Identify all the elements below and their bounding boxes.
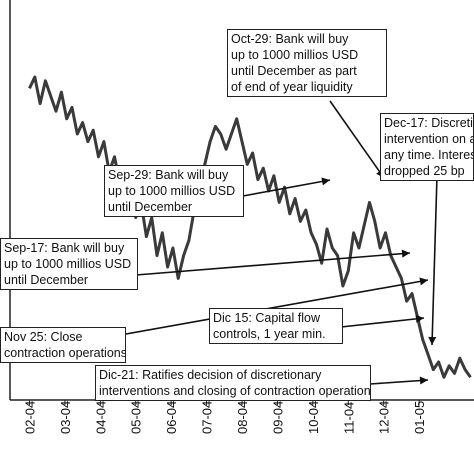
annotation-arrow-head [419, 277, 428, 286]
annotation-line: up to 1000 millios USD [108, 184, 236, 198]
annotation-line: until December as part [231, 64, 357, 78]
annotation-line: Dic-21: Ratifies decision of discretiona… [99, 368, 322, 382]
annotation-arrow-head [415, 314, 424, 323]
x-tick-label: 01-05 [412, 401, 427, 434]
x-tick-label: 10-04 [306, 401, 321, 434]
series-line-0 [28, 75, 472, 379]
annotation-oct29: Oct-29: Bank will buy up to 1000 millios … [227, 29, 387, 97]
annotation-line: any time. Interest rate [384, 148, 473, 162]
annotation-arrow-line [369, 379, 429, 385]
annotation-line: intervention on any [384, 132, 473, 146]
annotation-dic15: Dic 15: Capital flow controls, 1 year min… [209, 308, 343, 344]
x-tick-label: 09-04 [270, 401, 285, 434]
x-axis-ticks: 02-04 03-04 04-04 05-04 06-04 07-04 08-04 09-04… [22, 400, 427, 434]
annotation-arrow-line [125, 279, 429, 335]
annotation-line: contraction operations [4, 346, 126, 360]
annotation-line: up to 1000 millios USD [231, 48, 359, 62]
x-tick-label: 04-04 [93, 401, 108, 434]
annotation-line: of end of year liquidity [231, 80, 353, 94]
x-tick-label: 08-04 [235, 401, 250, 434]
annotation-arrow-head [428, 336, 437, 345]
x-tick-label: 05-04 [129, 401, 144, 434]
annotation-arrow-head [321, 177, 330, 186]
annotation-sep17: Sep-17: Bank will buy up to 1000 millios … [0, 238, 138, 290]
x-tick-label: 12-04 [377, 401, 392, 434]
annotation-line: Oct-29: Bank will buy [231, 32, 349, 46]
annotation-line: Nov 25: Close [4, 330, 83, 344]
x-tick-label: 07-04 [200, 401, 215, 434]
annotation-line: until December [108, 200, 193, 214]
annotation-nov25: Nov 25: Close contraction operations [0, 327, 126, 363]
annotation-arrow-head [401, 249, 410, 258]
x-tick-label: 11-04 [341, 402, 356, 434]
annotation-line: interventions and closing of contraction… [99, 384, 371, 398]
annotation-arrow-line [242, 179, 331, 197]
annotation-sep29: Sep-29: Bank will buy up to 1000 millios … [104, 165, 244, 217]
annotation-arrow-line [340, 317, 425, 328]
annotation-arrow-line [329, 100, 385, 179]
annotation-line: until December [4, 273, 89, 287]
annotation-line: dropped 25 bp [384, 164, 465, 178]
annotation-line: up to 1000 millios USD [4, 257, 132, 271]
x-tick-label: 03-04 [58, 401, 73, 434]
annotation-arrow-line [135, 252, 411, 276]
x-tick-label: 06-04 [164, 401, 179, 434]
annotation-line: Dic 15: Capital flow [213, 311, 320, 325]
annotation-arrow-head [419, 376, 428, 385]
annotation-dic21: Dic-21: Ratifies decision of discretiona… [95, 365, 371, 401]
annotation-dec17: Dec-17: Discretional intervention on any a… [380, 113, 474, 181]
x-tick-label: 02-04 [22, 401, 37, 434]
annotation-line: controls, 1 year min. [213, 327, 326, 341]
annotation-line: Dec-17: Discretional [384, 116, 473, 130]
annotation-line: Sep-29: Bank will buy [108, 168, 229, 182]
annotation-line: Sep-17: Bank will buy [4, 241, 125, 255]
series-group [28, 75, 472, 379]
